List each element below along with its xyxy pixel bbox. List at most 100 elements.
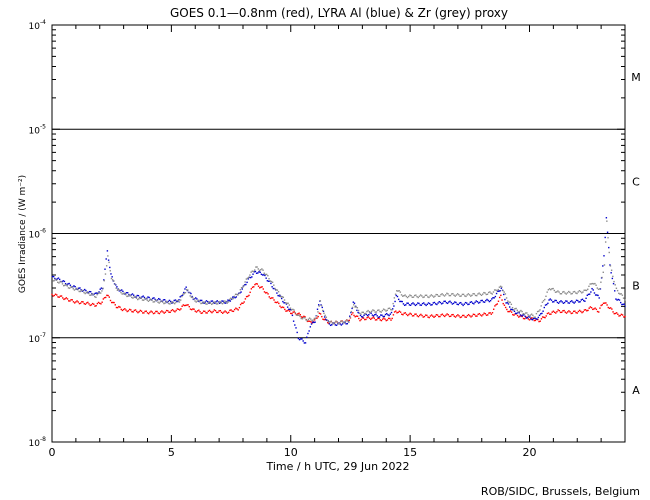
data-point: [143, 296, 146, 299]
data-point: [146, 312, 149, 314]
data-point: [83, 302, 85, 305]
data-point: [122, 308, 125, 311]
data-point: [75, 301, 77, 303]
data-point: [216, 311, 218, 314]
data-point: [290, 312, 292, 315]
data-point: [485, 314, 488, 316]
data-point: [162, 301, 164, 303]
data-point: [404, 312, 407, 314]
data-point: [274, 301, 276, 303]
data-point: [415, 303, 418, 306]
data-point: [227, 301, 230, 303]
data-point: [113, 280, 115, 282]
data-point: [356, 309, 358, 312]
data-point: [411, 296, 413, 298]
data-point: [561, 311, 563, 314]
data-point: [197, 299, 200, 302]
data-point: [74, 285, 76, 288]
data-point: [490, 313, 492, 315]
data-point: [309, 326, 312, 328]
data-point: [477, 302, 480, 304]
data-point: [345, 323, 347, 325]
data-point: [430, 314, 433, 316]
data-point: [105, 258, 107, 260]
data-point: [287, 302, 289, 304]
data-point: [220, 311, 223, 313]
data-point: [555, 299, 557, 302]
data-point: [306, 320, 309, 323]
data-point: [330, 320, 332, 323]
data-point: [308, 330, 310, 332]
data-point: [85, 291, 88, 294]
data-point: [519, 310, 521, 313]
data-point: [87, 301, 89, 304]
data-point: [549, 298, 551, 300]
data-point: [281, 306, 284, 308]
data-point: [548, 299, 550, 301]
data-point: [141, 299, 144, 301]
data-point: [544, 316, 546, 319]
data-point: [565, 312, 568, 314]
data-point: [429, 302, 431, 305]
data-point: [409, 312, 411, 315]
data-point: [58, 278, 61, 281]
data-point: [268, 278, 270, 280]
data-point: [145, 297, 147, 300]
data-point: [600, 281, 602, 283]
data-point: [190, 292, 192, 295]
data-point: [183, 292, 185, 295]
data-point: [322, 310, 325, 313]
data-point: [107, 294, 109, 297]
data-point: [191, 296, 194, 299]
data-point: [559, 301, 561, 303]
data-point: [280, 296, 282, 298]
data-point: [285, 302, 287, 304]
data-point: [270, 297, 273, 299]
data-point: [598, 288, 601, 290]
data-point: [69, 300, 71, 302]
data-point: [361, 311, 363, 314]
data-point: [439, 315, 441, 318]
data-point: [418, 302, 420, 305]
data-point: [594, 294, 597, 296]
data-point: [206, 312, 208, 314]
data-point: [411, 303, 413, 305]
data-point: [365, 313, 368, 316]
data-point: [108, 261, 110, 264]
data-point: [89, 304, 91, 307]
data-point: [341, 323, 344, 325]
data-point: [573, 302, 575, 304]
data-point: [185, 288, 188, 291]
data-point: [378, 309, 380, 311]
data-point: [467, 313, 470, 316]
data-point: [394, 293, 397, 295]
data-point: [337, 322, 339, 325]
data-point: [415, 313, 417, 315]
data-point: [422, 296, 424, 299]
data-point: [401, 300, 403, 303]
data-point: [592, 308, 594, 311]
data-point: [82, 289, 85, 292]
data-point: [595, 308, 598, 311]
data-point: [459, 316, 461, 319]
data-point: [107, 255, 109, 257]
data-point: [100, 303, 102, 305]
data-point: [158, 312, 161, 315]
data-point: [137, 311, 139, 314]
data-point: [208, 302, 210, 304]
data-point: [482, 301, 485, 303]
data-point: [121, 293, 123, 295]
data-point: [251, 276, 253, 278]
data-point: [301, 338, 303, 340]
data-point: [300, 338, 302, 340]
data-point: [189, 295, 191, 297]
data-point: [586, 310, 588, 312]
data-point: [480, 299, 482, 302]
data-point: [390, 311, 393, 314]
data-point: [533, 319, 535, 322]
data-point: [109, 299, 112, 302]
data-point: [581, 298, 584, 301]
data-point: [533, 316, 535, 318]
data-point: [86, 291, 89, 293]
data-point: [534, 319, 537, 322]
